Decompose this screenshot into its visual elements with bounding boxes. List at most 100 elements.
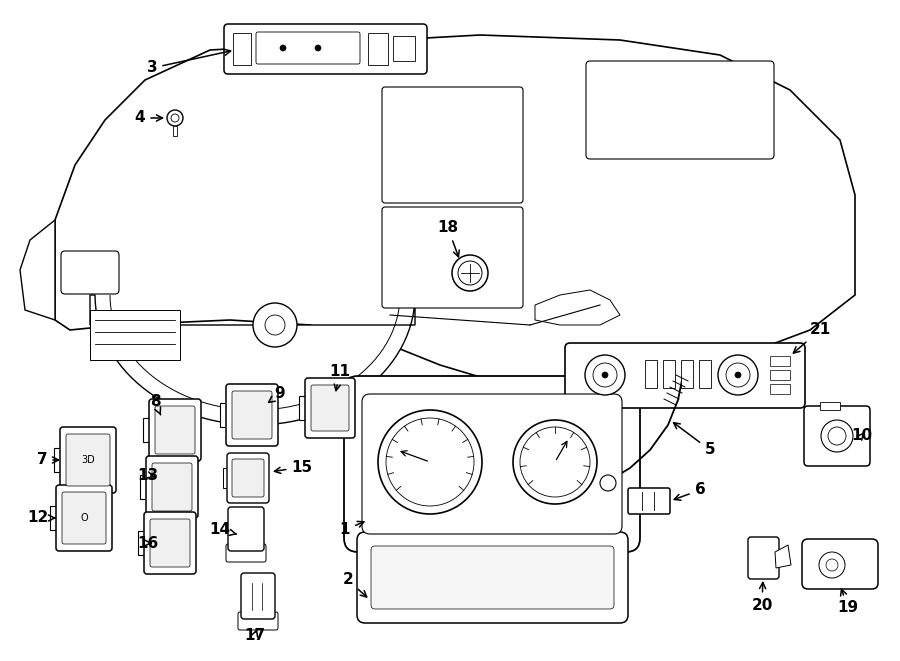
Text: 20: 20 <box>752 582 773 613</box>
FancyBboxPatch shape <box>228 507 264 551</box>
Text: 3D: 3D <box>81 455 94 465</box>
FancyBboxPatch shape <box>362 394 622 534</box>
FancyBboxPatch shape <box>238 612 278 630</box>
Circle shape <box>819 552 845 578</box>
Text: 19: 19 <box>837 589 859 615</box>
Bar <box>143 418 152 442</box>
Circle shape <box>726 363 750 387</box>
Text: 10: 10 <box>851 428 873 442</box>
FancyBboxPatch shape <box>56 485 112 551</box>
FancyBboxPatch shape <box>60 427 116 493</box>
FancyBboxPatch shape <box>344 376 640 552</box>
Bar <box>663 360 675 388</box>
Polygon shape <box>55 35 855 385</box>
Text: 4: 4 <box>135 110 163 126</box>
Circle shape <box>253 303 297 347</box>
Circle shape <box>520 427 590 497</box>
FancyBboxPatch shape <box>804 406 870 466</box>
Text: 13: 13 <box>138 467 158 483</box>
Text: 2: 2 <box>343 572 366 597</box>
FancyBboxPatch shape <box>226 544 266 562</box>
Text: 7: 7 <box>37 453 58 467</box>
Bar <box>699 360 711 388</box>
Circle shape <box>600 475 616 491</box>
Polygon shape <box>20 220 55 320</box>
FancyBboxPatch shape <box>565 343 805 408</box>
FancyBboxPatch shape <box>586 61 774 159</box>
Text: 15: 15 <box>274 459 312 475</box>
Text: O: O <box>80 513 88 523</box>
FancyBboxPatch shape <box>144 512 196 574</box>
Text: 6: 6 <box>674 483 706 500</box>
Bar <box>54 448 63 472</box>
Circle shape <box>826 559 838 571</box>
Bar <box>368 33 388 65</box>
FancyBboxPatch shape <box>146 456 198 518</box>
Circle shape <box>280 45 286 51</box>
Text: 12: 12 <box>27 510 55 525</box>
Text: 8: 8 <box>149 395 160 415</box>
Bar <box>645 360 657 388</box>
FancyBboxPatch shape <box>224 24 427 74</box>
Text: 1: 1 <box>340 522 364 537</box>
Circle shape <box>452 255 488 291</box>
Circle shape <box>458 261 482 285</box>
Circle shape <box>718 355 758 395</box>
Bar <box>770 370 790 380</box>
Bar <box>233 33 251 65</box>
Circle shape <box>171 114 179 122</box>
Bar <box>770 384 790 394</box>
Polygon shape <box>775 545 791 568</box>
Circle shape <box>378 410 482 514</box>
FancyBboxPatch shape <box>256 32 360 64</box>
Text: 18: 18 <box>437 221 459 256</box>
Text: 14: 14 <box>210 522 237 537</box>
Circle shape <box>386 418 474 506</box>
FancyBboxPatch shape <box>66 434 110 486</box>
FancyBboxPatch shape <box>382 207 523 308</box>
FancyBboxPatch shape <box>227 453 269 503</box>
FancyBboxPatch shape <box>241 573 275 619</box>
FancyBboxPatch shape <box>802 539 878 589</box>
Circle shape <box>315 45 321 51</box>
Circle shape <box>828 427 846 445</box>
Polygon shape <box>90 295 415 425</box>
Text: 11: 11 <box>329 364 350 391</box>
FancyBboxPatch shape <box>155 406 195 454</box>
Text: 5: 5 <box>673 422 716 457</box>
Text: 9: 9 <box>268 387 285 403</box>
FancyBboxPatch shape <box>149 399 201 461</box>
FancyBboxPatch shape <box>232 459 264 497</box>
Circle shape <box>735 372 741 378</box>
Circle shape <box>821 420 853 452</box>
Text: 16: 16 <box>138 535 158 551</box>
Bar <box>681 360 693 388</box>
FancyBboxPatch shape <box>748 537 779 579</box>
FancyBboxPatch shape <box>150 519 190 567</box>
FancyBboxPatch shape <box>232 391 272 439</box>
Circle shape <box>513 420 597 504</box>
Bar <box>220 403 229 427</box>
FancyBboxPatch shape <box>628 488 670 514</box>
FancyBboxPatch shape <box>357 532 628 623</box>
Bar <box>138 531 147 555</box>
Circle shape <box>602 372 608 378</box>
Circle shape <box>167 110 183 126</box>
Text: 21: 21 <box>794 323 831 353</box>
FancyBboxPatch shape <box>62 492 106 544</box>
Circle shape <box>265 315 285 335</box>
FancyBboxPatch shape <box>371 546 614 609</box>
Circle shape <box>593 363 617 387</box>
FancyBboxPatch shape <box>305 378 355 438</box>
FancyBboxPatch shape <box>311 385 349 431</box>
Circle shape <box>585 355 625 395</box>
Bar <box>90 310 180 360</box>
Bar <box>820 402 840 410</box>
FancyBboxPatch shape <box>61 251 119 294</box>
Bar <box>140 475 149 499</box>
Text: 3: 3 <box>147 50 230 75</box>
FancyBboxPatch shape <box>152 463 192 511</box>
Bar <box>50 506 59 530</box>
Bar <box>299 396 308 420</box>
Bar <box>770 356 790 366</box>
